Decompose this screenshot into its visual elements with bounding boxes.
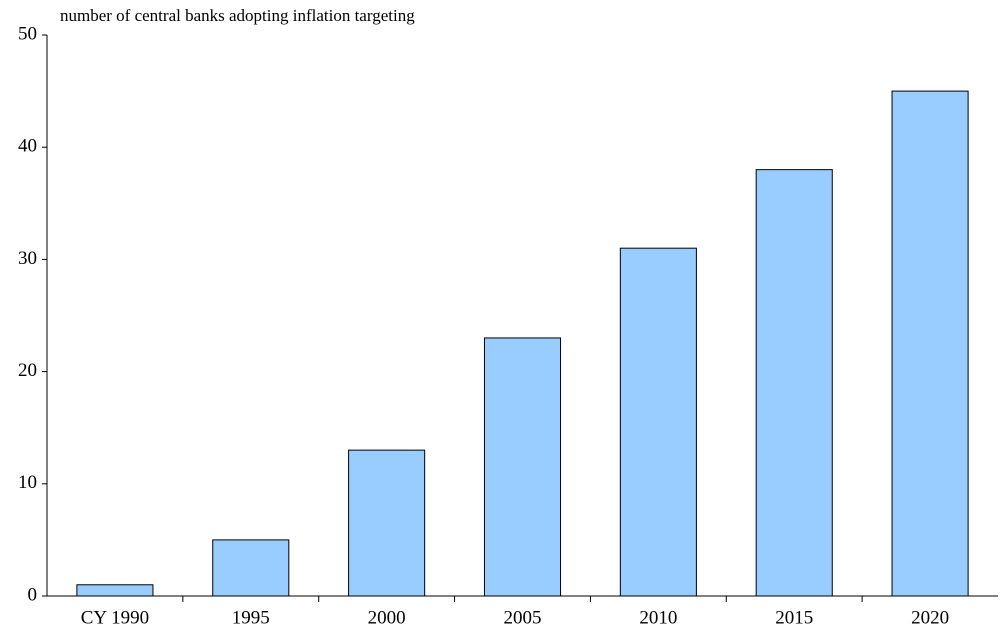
- x-tick-label: 2000: [368, 607, 406, 628]
- x-tick-label: 2015: [775, 607, 813, 628]
- y-tick-label: 20: [18, 360, 37, 381]
- chart-title: number of central banks adopting inflati…: [60, 6, 415, 25]
- bar: [619, 247, 697, 597]
- x-tick-label: 2010: [639, 607, 677, 628]
- y-tick-label: 30: [18, 248, 37, 269]
- bar: [212, 539, 290, 597]
- x-tick-label: 1995: [232, 607, 270, 628]
- y-tick-label: 0: [28, 584, 38, 605]
- y-tick-label: 40: [18, 136, 37, 157]
- bar: [483, 337, 562, 597]
- y-tick-label: 10: [18, 472, 37, 493]
- bar: [76, 584, 154, 597]
- x-tick-label: CY 1990: [81, 607, 149, 628]
- bar: [348, 449, 426, 597]
- bar: [755, 169, 833, 597]
- x-tick-label: 2005: [504, 607, 542, 628]
- y-tick-label: 50: [18, 23, 37, 44]
- x-tick-label: 2020: [911, 607, 949, 628]
- bar: [891, 90, 969, 597]
